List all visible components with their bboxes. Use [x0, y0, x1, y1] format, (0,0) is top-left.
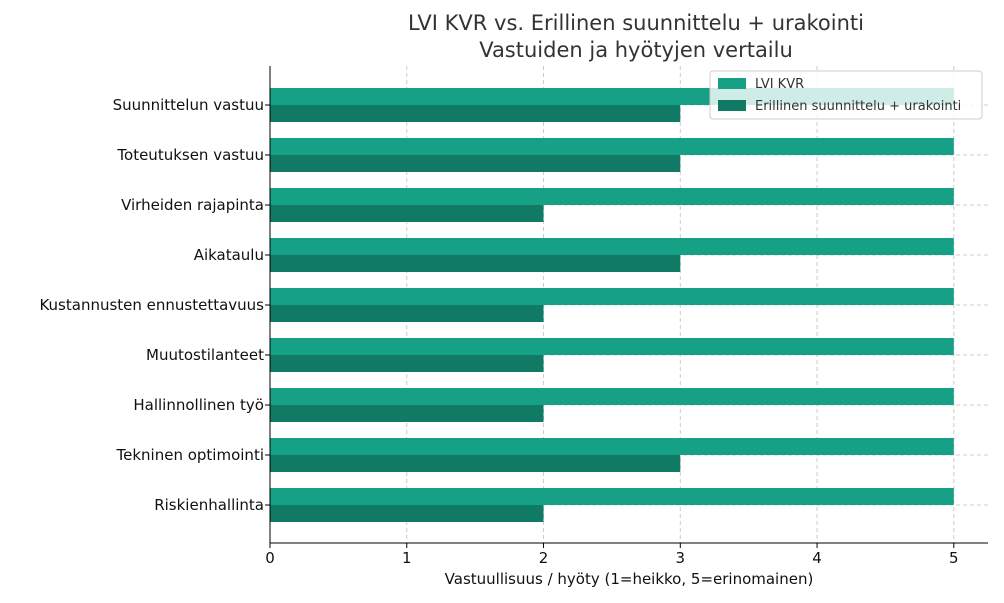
bar-erillinen-suunnittelu-urakointi-virheiden-rajapinta [270, 205, 544, 222]
category-label-muutostilanteet: Muutostilanteet [146, 346, 264, 364]
bars [270, 88, 954, 522]
x-tick-label: 4 [812, 549, 822, 567]
bar-lvi-kvr-aikataulu [270, 238, 954, 255]
legend-box [709, 70, 983, 120]
bar-lvi-kvr-tekninen-optimointi [270, 438, 954, 455]
bar-lvi-kvr-kustannusten-ennustettavuus [270, 288, 954, 305]
chart-title-line-2: Vastuiden ja hyötyjen vertailu [479, 38, 793, 62]
chart-title-line-1: LVI KVR vs. Erillinen suunnittelu + urak… [408, 11, 864, 35]
x-axis-label: Vastuullisuus / hyöty (1=heikko, 5=erino… [445, 570, 814, 588]
legend-swatch-erillinen [718, 100, 746, 111]
legend-label-erillinen: Erillinen suunnittelu + urakointi [755, 99, 961, 114]
bar-erillinen-suunnittelu-urakointi-kustannusten-ennustettavuus [270, 305, 544, 322]
category-label-aikataulu: Aikataulu [194, 246, 264, 264]
x-tick-label: 0 [265, 549, 275, 567]
category-label-riskienhallinta: Riskienhallinta [154, 496, 264, 514]
axes [265, 66, 988, 548]
x-tick-label: 5 [949, 549, 959, 567]
category-label-kustannusten-ennustettavuus: Kustannusten ennustettavuus [39, 296, 264, 314]
bar-erillinen-suunnittelu-urakointi-suunnittelun-vastuu [270, 105, 681, 122]
legend: LVI KVR Erillinen suunnittelu + urakoint… [709, 70, 983, 120]
bar-lvi-kvr-hallinnollinen-työ [270, 388, 954, 405]
bar-lvi-kvr-virheiden-rajapinta [270, 188, 954, 205]
bar-erillinen-suunnittelu-urakointi-hallinnollinen-työ [270, 405, 544, 422]
category-labels: Suunnittelun vastuu Toteutuksen vastuu Vir… [39, 96, 264, 514]
bar-erillinen-suunnittelu-urakointi-tekninen-optimointi [270, 455, 681, 472]
bar-lvi-kvr-toteutuksen-vastuu [270, 138, 954, 155]
bar-erillinen-suunnittelu-urakointi-muutostilanteet [270, 355, 544, 372]
bar-erillinen-suunnittelu-urakointi-toteutuksen-vastuu [270, 155, 681, 172]
x-tick-labels: 0 1 2 3 4 5 [265, 549, 958, 567]
category-label-virheiden-rajapinta: Virheiden rajapinta [121, 196, 264, 214]
x-tick-label: 2 [539, 549, 549, 567]
legend-label-lvi-kvr: LVI KVR [755, 77, 804, 92]
category-label-toteutuksen-vastuu: Toteutuksen vastuu [116, 146, 264, 164]
category-label-tekninen-optimointi: Tekninen optimointi [116, 446, 264, 464]
legend-swatch-lvi-kvr [718, 78, 746, 89]
category-label-suunnittelun-vastuu: Suunnittelun vastuu [113, 96, 264, 114]
bar-erillinen-suunnittelu-urakointi-aikataulu [270, 255, 681, 272]
x-tick-label: 1 [402, 549, 412, 567]
category-label-hallinnollinen-työ: Hallinnollinen työ [133, 396, 264, 414]
x-tick-label: 3 [676, 549, 686, 567]
bar-lvi-kvr-riskienhallinta [270, 488, 954, 505]
bar-erillinen-suunnittelu-urakointi-riskienhallinta [270, 505, 544, 522]
bar-lvi-kvr-muutostilanteet [270, 338, 954, 355]
